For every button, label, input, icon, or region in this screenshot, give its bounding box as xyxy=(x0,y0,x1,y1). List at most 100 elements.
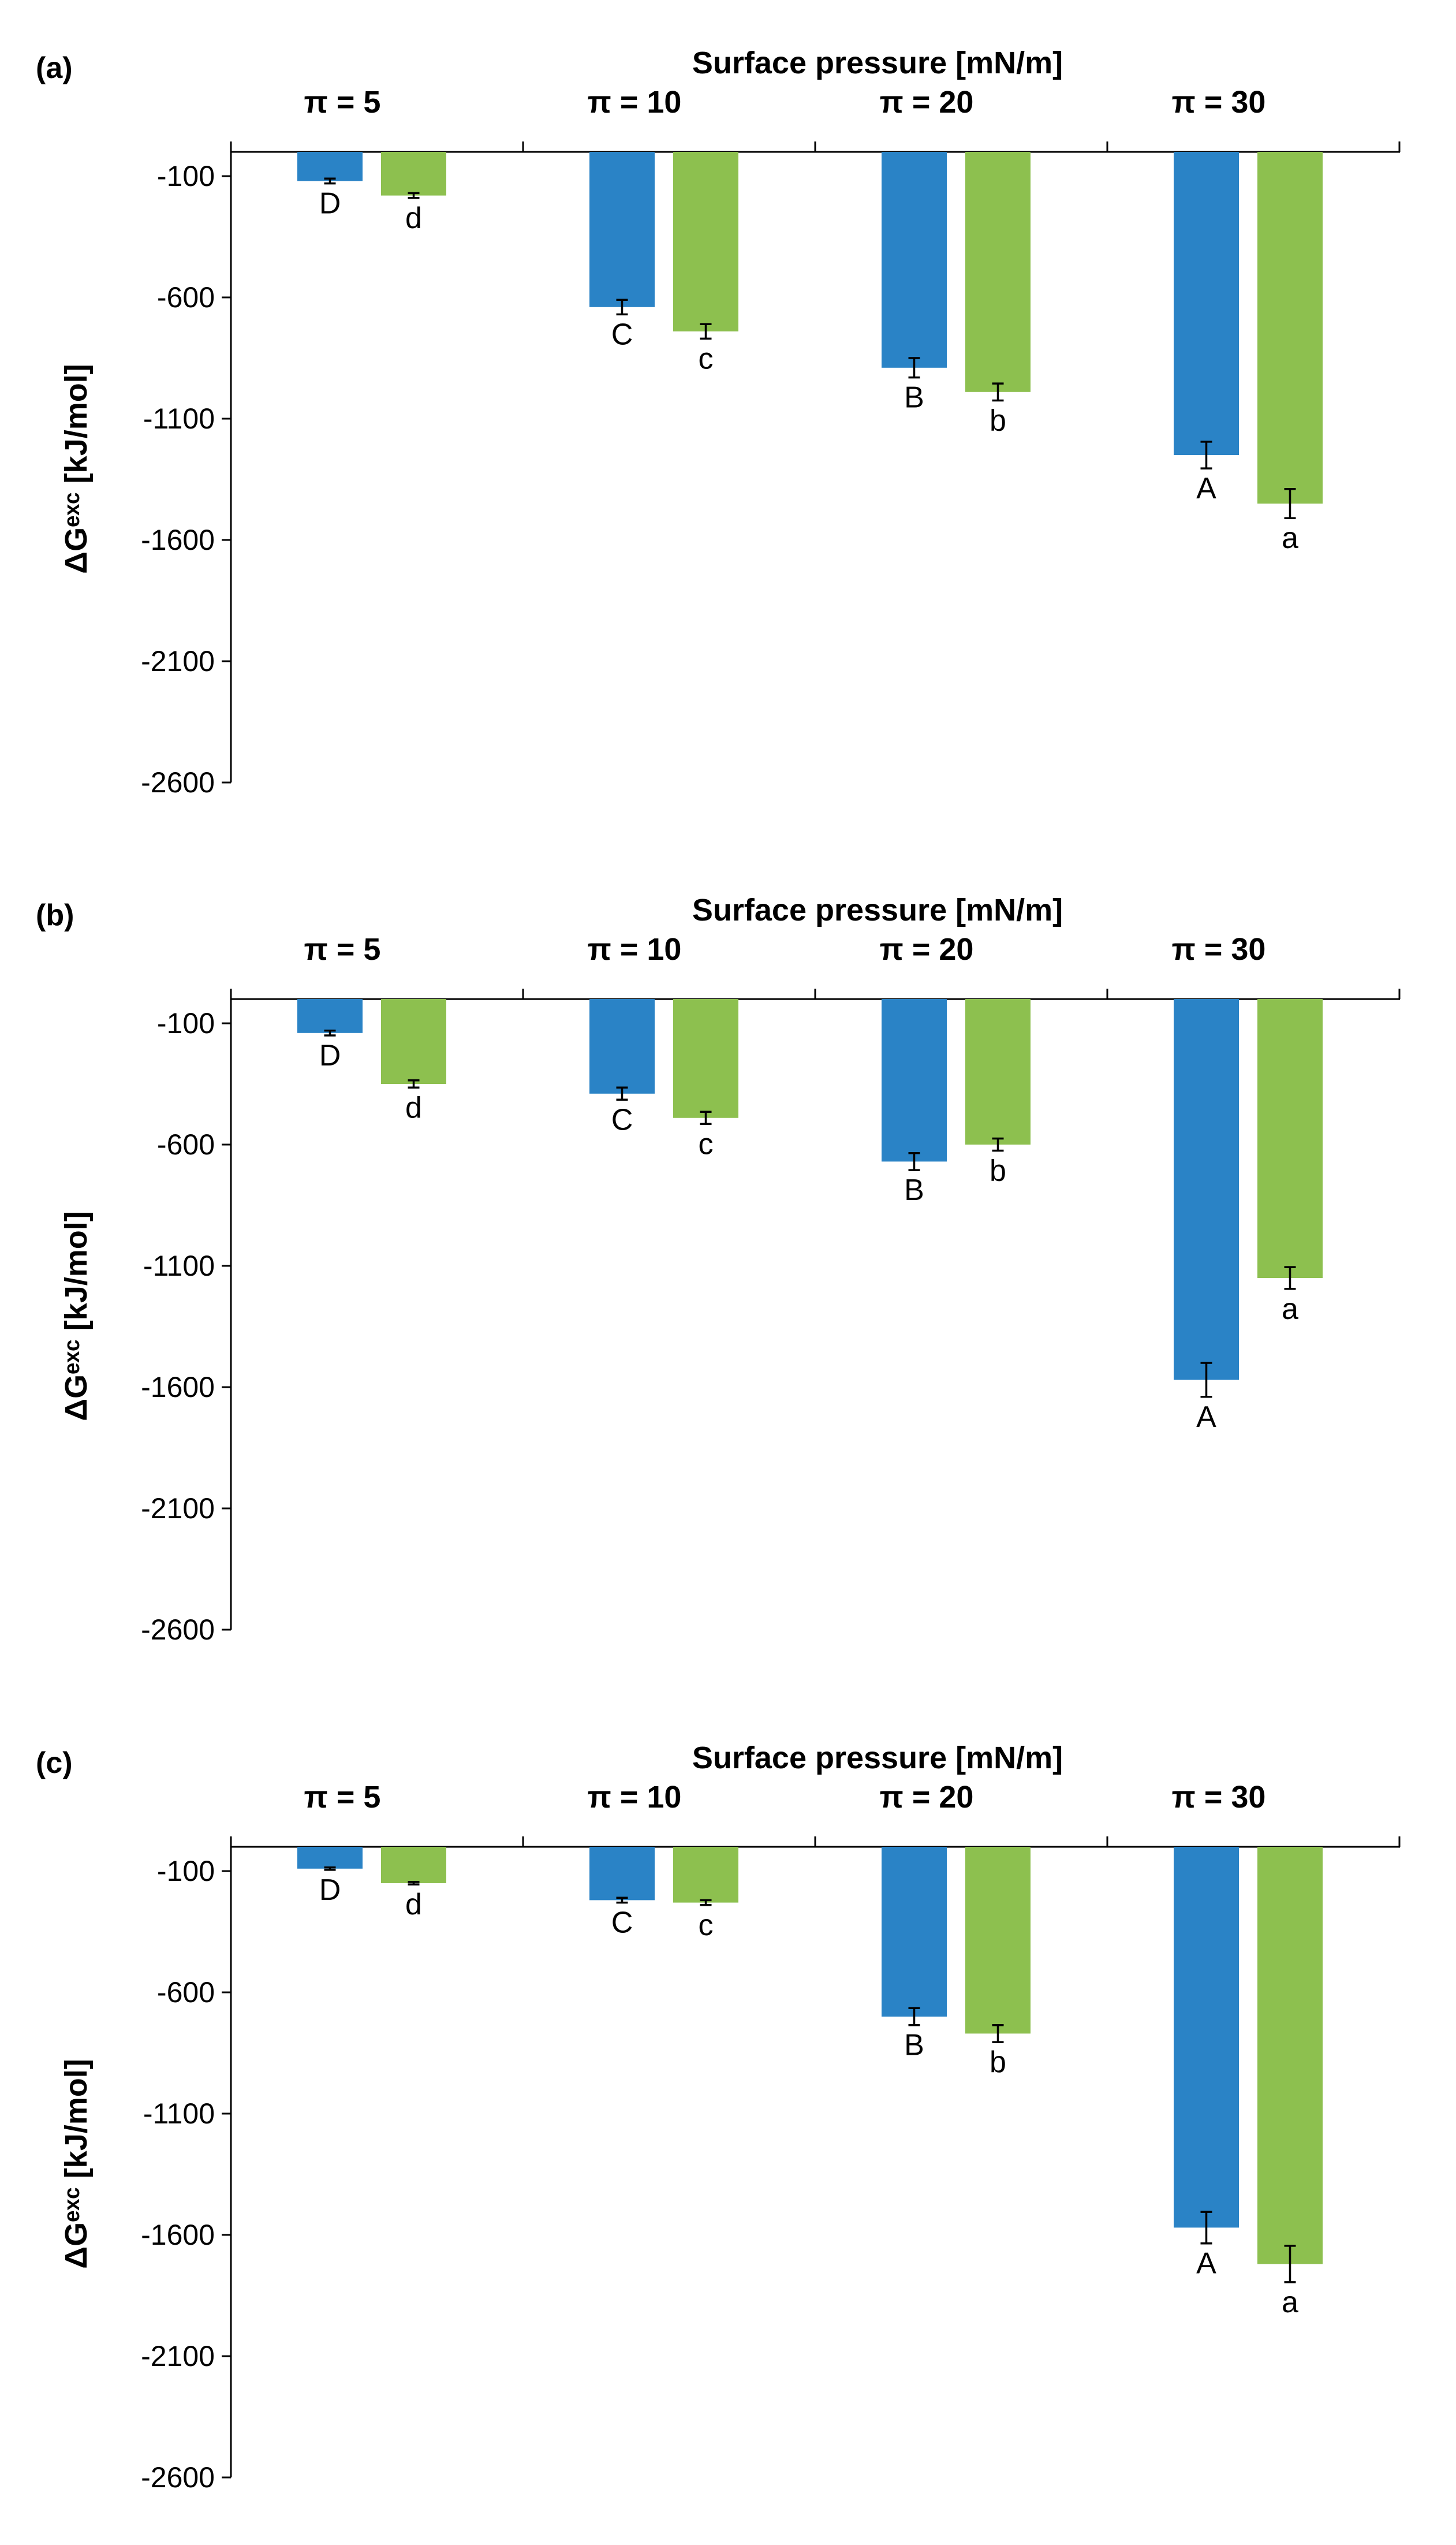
significance-letter: C xyxy=(611,1103,633,1137)
bar-green-2 xyxy=(673,152,738,331)
bar-green-1 xyxy=(381,1847,446,1883)
y-tick-label: -1600 xyxy=(141,1371,215,1403)
bar-green-3 xyxy=(965,152,1031,392)
x-axis-title: Surface pressure [mN/m] xyxy=(692,46,1063,80)
error-bar xyxy=(992,382,1004,402)
error-bar xyxy=(992,1137,1004,1152)
chart-panel-2: (b) Surface pressure [mN/m] ΔGᵉˣᶜ [kJ/mol]… xyxy=(36,893,1401,1646)
category-label: π = 10 xyxy=(588,932,682,967)
error-bar xyxy=(908,357,920,379)
error-bar xyxy=(408,1881,420,1886)
bar-blue-3 xyxy=(882,1847,947,2017)
significance-letter: a xyxy=(1282,521,1298,555)
significance-letter: C xyxy=(611,1906,633,1940)
error-bar xyxy=(408,192,420,199)
significance-letter: D xyxy=(319,1873,341,1907)
significance-letter: d xyxy=(405,1888,422,1921)
bar-green-3 xyxy=(965,999,1031,1145)
y-tick-label: -100 xyxy=(157,1855,215,1887)
significance-letter: c xyxy=(699,342,714,375)
significance-letter: C xyxy=(611,318,633,351)
category-label: π = 20 xyxy=(880,85,974,120)
y-tick-label: -600 xyxy=(157,1128,215,1161)
bar-blue-1 xyxy=(297,1847,363,1869)
bar-green-2 xyxy=(673,999,738,1118)
significance-letter: d xyxy=(405,202,422,235)
error-bar xyxy=(324,177,336,185)
y-tick-label: -600 xyxy=(157,1976,215,2009)
chart-panel-3: (c) Surface pressure [mN/m] ΔGᵉˣᶜ [kJ/mol]… xyxy=(36,1741,1401,2494)
panel-label: (b) xyxy=(36,899,74,932)
category-label: π = 30 xyxy=(1172,1780,1266,1814)
significance-letter: B xyxy=(904,2029,924,2062)
y-axis-title: ΔGᵉˣᶜ [kJ/mol] xyxy=(59,2059,94,2268)
y-tick-label: -1600 xyxy=(141,2219,215,2251)
y-tick-label: -600 xyxy=(157,281,215,314)
bar-blue-2 xyxy=(589,999,655,1094)
y-axis-title: ΔGᵉˣᶜ [kJ/mol] xyxy=(59,1211,94,1421)
category-label: π = 5 xyxy=(304,1780,381,1814)
bar-blue-1 xyxy=(297,152,363,181)
category-label: π = 30 xyxy=(1172,932,1266,967)
x-axis-title: Surface pressure [mN/m] xyxy=(692,1741,1063,1775)
significance-letter: b xyxy=(990,1154,1006,1188)
bar-blue-3 xyxy=(882,999,947,1162)
bar-green-4 xyxy=(1257,1847,1323,2264)
error-bar xyxy=(616,1086,628,1101)
y-tick-label: -1600 xyxy=(141,524,215,556)
error-bar xyxy=(1200,2211,1212,2245)
error-bar xyxy=(616,299,628,316)
error-bar xyxy=(700,1899,712,1906)
significance-letter: D xyxy=(319,1039,341,1072)
error-bar xyxy=(700,323,712,340)
category-label: π = 30 xyxy=(1172,85,1266,120)
bar-green-3 xyxy=(965,1847,1031,2034)
error-bar xyxy=(1284,1266,1296,1290)
bar-blue-4 xyxy=(1174,999,1239,1380)
y-tick-label: -100 xyxy=(157,1007,215,1039)
error-bar xyxy=(1284,488,1296,519)
chart-panel-1: (a) Surface pressure [mN/m] ΔGᵉˣᶜ [kJ/mol]… xyxy=(36,46,1401,799)
significance-letter: A xyxy=(1196,472,1216,505)
error-bar xyxy=(408,1079,420,1089)
error-bar xyxy=(992,2024,1004,2043)
y-tick-label: -2100 xyxy=(141,1492,215,1525)
bar-green-4 xyxy=(1257,999,1323,1278)
y-axis-title: ΔGᵉˣᶜ [kJ/mol] xyxy=(59,364,94,573)
significance-letter: c xyxy=(699,1909,714,1942)
y-tick-label: -2600 xyxy=(141,2461,215,2494)
error-bar xyxy=(908,1152,920,1171)
category-label: π = 20 xyxy=(880,932,974,967)
error-bar xyxy=(1200,441,1212,469)
category-label: π = 5 xyxy=(304,932,381,967)
y-tick-label: -2100 xyxy=(141,645,215,677)
bar-blue-1 xyxy=(297,999,363,1033)
y-tick-label: -1100 xyxy=(143,2097,215,2130)
category-label: π = 10 xyxy=(588,85,682,120)
significance-letter: a xyxy=(1282,2286,1298,2319)
category-label: π = 20 xyxy=(880,1780,974,1814)
error-bar xyxy=(1200,1362,1212,1398)
error-bar xyxy=(616,1896,628,1904)
category-label: π = 5 xyxy=(304,85,381,120)
significance-letter: D xyxy=(319,187,341,221)
error-bar xyxy=(700,1111,712,1126)
bar-blue-3 xyxy=(882,152,947,368)
bar-blue-2 xyxy=(589,152,655,307)
significance-letter: b xyxy=(990,2045,1006,2079)
error-bar xyxy=(1284,2245,1296,2283)
bar-green-2 xyxy=(673,1847,738,1903)
y-tick-label: -2100 xyxy=(141,2340,215,2372)
significance-letter: a xyxy=(1282,1292,1298,1326)
error-bar xyxy=(324,1866,336,1871)
category-label: π = 10 xyxy=(588,1780,682,1814)
significance-letter: d xyxy=(405,1091,422,1124)
y-tick-label: -1100 xyxy=(143,1250,215,1282)
error-bar xyxy=(324,1029,336,1037)
panel-label: (a) xyxy=(36,51,73,85)
bar-blue-4 xyxy=(1174,152,1239,455)
significance-letter: b xyxy=(990,404,1006,438)
bar-blue-4 xyxy=(1174,1847,1239,2228)
significance-letter: B xyxy=(904,381,924,415)
